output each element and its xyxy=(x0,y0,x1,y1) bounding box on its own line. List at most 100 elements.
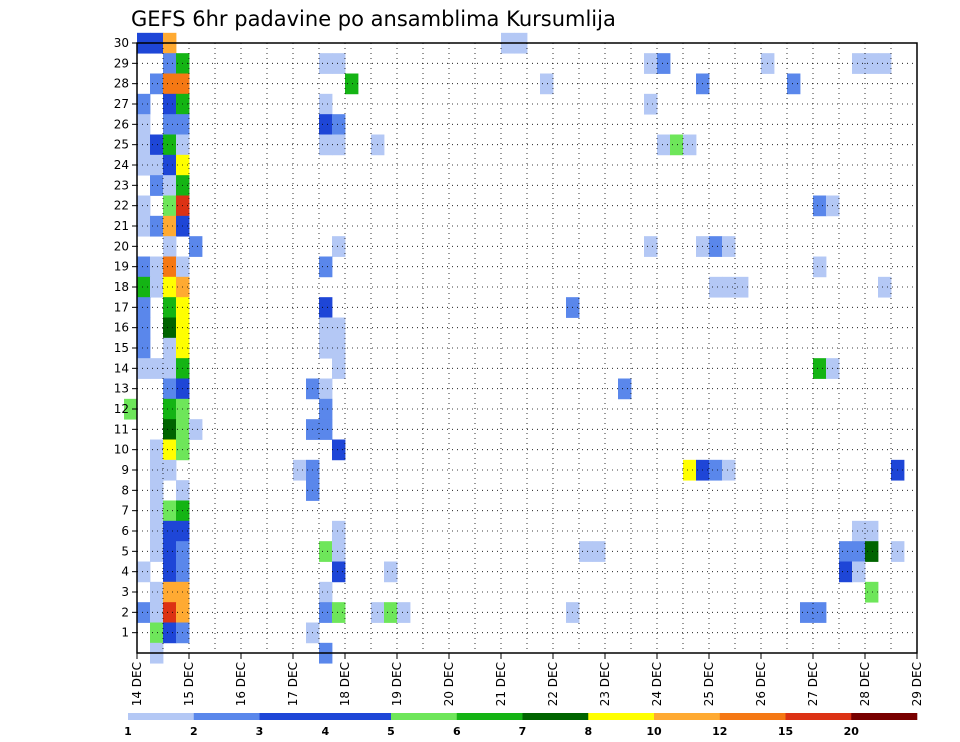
colorbar-label: 20 xyxy=(844,725,860,738)
cell-member-4-step-55 xyxy=(852,561,866,583)
cell-member-4-step-2 xyxy=(163,561,177,583)
cell-member-5-step-56 xyxy=(865,541,879,562)
cell-member-5-step-34 xyxy=(579,541,593,562)
cell-member-24-step-1 xyxy=(150,154,164,176)
cell-member-20-step-15 xyxy=(332,236,346,257)
colorbar-swatch xyxy=(193,713,260,720)
y-tick-label: 29 xyxy=(114,56,129,70)
cell-member-22-step-2 xyxy=(163,195,177,217)
cell-member-11-step-4 xyxy=(189,419,203,440)
cell-member-12-step--1 xyxy=(124,398,138,420)
cell-member-20-step-4 xyxy=(189,236,203,257)
colorbar-swatch xyxy=(391,713,458,720)
colorbar-swatch xyxy=(128,713,195,720)
cell-member-2-step-2 xyxy=(163,602,177,623)
cell-member-26-step-14 xyxy=(319,114,333,135)
cell-member-19-step-2 xyxy=(163,256,177,278)
y-tick-label: 25 xyxy=(114,138,129,152)
cell-member-2-step-20 xyxy=(397,602,411,623)
y-tick-label: 9 xyxy=(121,463,129,477)
y-axis: 1234567891011121314151617181920212223242… xyxy=(114,36,137,640)
cell-member-1-step-2 xyxy=(163,622,177,644)
y-tick-label: 18 xyxy=(114,280,129,294)
cell-member-18-step-2 xyxy=(163,276,177,298)
cell-member-4-step-19 xyxy=(384,561,398,583)
y-tick-label: 27 xyxy=(114,97,129,111)
y-tick-label: 5 xyxy=(121,544,129,558)
cell-member-22-step-0 xyxy=(137,195,151,217)
cell-member-27-step-0 xyxy=(137,93,151,115)
colorbar-swatch xyxy=(325,713,392,720)
cell-member-14-step-2 xyxy=(163,358,177,379)
cell-member-11-step-14 xyxy=(319,419,333,440)
cell-member-5-step-1 xyxy=(150,541,164,562)
x-tick-label: 22 DEC xyxy=(546,662,560,706)
cell-member-21-step-1 xyxy=(150,215,164,237)
y-tick-label: 13 xyxy=(114,382,129,396)
y-tick-label: 15 xyxy=(114,341,129,355)
cell-member-25-step-42 xyxy=(683,134,697,156)
y-tick-label: 30 xyxy=(114,36,129,50)
x-tick-label: 14 DEC xyxy=(130,662,144,706)
y-tick-label: 21 xyxy=(114,219,129,233)
y-tick-label: 6 xyxy=(121,524,129,538)
cell-member-23-step-1 xyxy=(150,175,164,196)
colorbar-swatch xyxy=(654,713,721,720)
cell-member-4-step-15 xyxy=(332,561,346,583)
y-tick-label: 8 xyxy=(121,483,129,497)
cell-member-29-step-39 xyxy=(644,53,658,74)
cell-member-27-step-2 xyxy=(163,93,177,115)
cell-member-10-step-15 xyxy=(332,439,346,461)
cell-member-6-step-55 xyxy=(852,520,866,542)
x-tick-label: 29 DEC xyxy=(910,662,924,706)
colorbar: 1 2 3 4 5 6 7 8 10 12 15 20 xyxy=(124,713,918,738)
cell-member-17-step-0 xyxy=(137,297,151,318)
cell-member-25-step-41 xyxy=(670,134,684,156)
cell-member-16-step-2 xyxy=(163,317,177,339)
cell-member-27-step-14 xyxy=(319,93,333,115)
colorbar-swatch xyxy=(522,713,589,720)
cell-member-16-step-14 xyxy=(319,317,333,339)
cell-member-6-step-15 xyxy=(332,520,346,542)
cell-member-1-step-1 xyxy=(150,622,164,644)
cell-member-25-step-14 xyxy=(319,134,333,156)
x-tick-label: 16 DEC xyxy=(234,662,248,706)
y-tick-label: 26 xyxy=(114,117,129,131)
cell-member-29-step-56 xyxy=(865,53,879,74)
y-tick-label: 10 xyxy=(114,443,129,457)
colorbar-label: 3 xyxy=(256,725,264,738)
colorbar-swatch xyxy=(588,713,655,720)
cell-member-9-step-42 xyxy=(683,459,697,481)
y-tick-label: 4 xyxy=(121,565,129,579)
cell-member-13-step-2 xyxy=(163,378,177,400)
cell-member-3-step-56 xyxy=(865,581,879,603)
y-tick-label: 23 xyxy=(114,178,129,192)
cell-member-7-step-2 xyxy=(163,500,177,522)
cell-member-5-step-35 xyxy=(592,541,606,562)
cell-member-5-step-54 xyxy=(839,541,853,562)
cell-member-16-step-0 xyxy=(137,317,151,339)
cell-member-26-step-15 xyxy=(332,114,346,135)
cell-member-15-step-14 xyxy=(319,337,333,359)
cell-member-26-step-0 xyxy=(137,114,151,135)
cell-member-9-step-2 xyxy=(163,459,177,481)
colorbar-label: 5 xyxy=(387,725,395,738)
x-tick-label: 21 DEC xyxy=(494,662,508,706)
cell-member-2-step-51 xyxy=(800,602,814,623)
y-tick-label: 12 xyxy=(114,402,129,416)
colorbar-label: 2 xyxy=(190,725,198,738)
y-tick-label: 22 xyxy=(114,199,129,213)
cell-member-20-step-44 xyxy=(709,236,723,257)
cell-member-2-step-1 xyxy=(150,602,164,623)
cell-member-17-step-14 xyxy=(319,297,333,318)
cell-member-3-step-2 xyxy=(163,581,177,603)
cell-member-6-step-2 xyxy=(163,520,177,542)
cell-member-12-step-14 xyxy=(319,398,333,420)
cell-member-29-step-2 xyxy=(163,53,177,74)
colorbar-label: 6 xyxy=(453,725,461,738)
colorbar-label: 10 xyxy=(646,725,662,738)
y-tick-label: 1 xyxy=(121,626,129,640)
colorbar-label: 8 xyxy=(584,725,592,738)
y-tick-label: 20 xyxy=(114,239,129,253)
